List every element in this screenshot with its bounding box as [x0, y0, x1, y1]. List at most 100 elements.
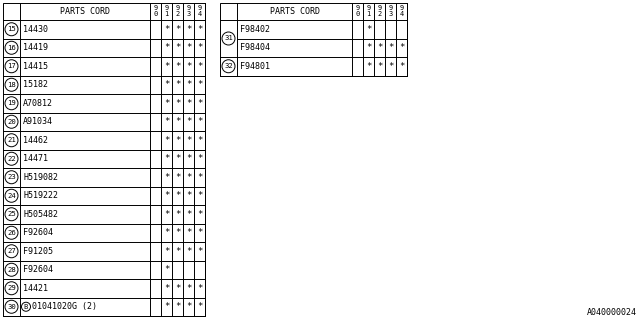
Text: *: *: [164, 62, 169, 71]
Text: *: *: [197, 136, 202, 145]
Text: 18: 18: [7, 82, 16, 88]
Text: 23: 23: [7, 174, 16, 180]
Text: *: *: [366, 43, 371, 52]
Text: *: *: [197, 62, 202, 71]
Bar: [220, 3, 407, 76]
Text: 9: 9: [175, 5, 180, 12]
Text: *: *: [164, 265, 169, 274]
Text: *: *: [164, 247, 169, 256]
Text: *: *: [175, 302, 180, 311]
Text: 14421: 14421: [23, 284, 48, 293]
Text: 25: 25: [7, 211, 16, 217]
Text: 01041020G (2): 01041020G (2): [32, 302, 97, 311]
Text: *: *: [186, 80, 191, 89]
Text: *: *: [175, 173, 180, 182]
Text: *: *: [186, 154, 191, 163]
Text: 30: 30: [7, 304, 16, 310]
Text: A70812: A70812: [23, 99, 53, 108]
Text: *: *: [164, 43, 169, 52]
Text: *: *: [186, 302, 191, 311]
Text: *: *: [377, 62, 382, 71]
Text: *: *: [164, 117, 169, 126]
Text: *: *: [366, 62, 371, 71]
Text: *: *: [197, 191, 202, 200]
Text: *: *: [175, 191, 180, 200]
Text: *: *: [175, 43, 180, 52]
Text: H505482: H505482: [23, 210, 58, 219]
Text: *: *: [197, 284, 202, 293]
Text: 15182: 15182: [23, 80, 48, 89]
Text: *: *: [197, 210, 202, 219]
Text: *: *: [175, 99, 180, 108]
Text: 0: 0: [355, 12, 360, 18]
Text: *: *: [197, 154, 202, 163]
Text: *: *: [175, 284, 180, 293]
Text: *: *: [175, 228, 180, 237]
Text: *: *: [197, 25, 202, 34]
Text: *: *: [164, 228, 169, 237]
Text: *: *: [186, 228, 191, 237]
Text: F94801: F94801: [240, 62, 270, 71]
Text: 2: 2: [175, 12, 180, 18]
Text: PARTS CORD: PARTS CORD: [60, 7, 110, 16]
Text: 16: 16: [7, 45, 16, 51]
Text: *: *: [186, 173, 191, 182]
Bar: [3, 3, 205, 316]
Text: *: *: [197, 302, 202, 311]
Text: 9: 9: [378, 5, 381, 12]
Text: *: *: [164, 99, 169, 108]
Text: F92604: F92604: [23, 265, 53, 274]
Text: F91205: F91205: [23, 247, 53, 256]
Text: F98404: F98404: [240, 43, 270, 52]
Text: *: *: [388, 62, 393, 71]
Text: H519222: H519222: [23, 191, 58, 200]
Text: *: *: [377, 43, 382, 52]
Text: *: *: [175, 62, 180, 71]
Text: 21: 21: [7, 137, 16, 143]
Text: *: *: [164, 154, 169, 163]
Text: 9: 9: [164, 5, 168, 12]
Text: F92604: F92604: [23, 228, 53, 237]
Text: 3: 3: [186, 12, 191, 18]
Text: F98402: F98402: [240, 25, 270, 34]
Text: 26: 26: [7, 230, 16, 236]
Text: *: *: [197, 247, 202, 256]
Text: *: *: [186, 247, 191, 256]
Text: 17: 17: [7, 63, 16, 69]
Text: *: *: [186, 25, 191, 34]
Text: A040000024: A040000024: [587, 308, 637, 317]
Text: *: *: [164, 173, 169, 182]
Text: A91034: A91034: [23, 117, 53, 126]
Text: 29: 29: [7, 285, 16, 291]
Text: *: *: [197, 228, 202, 237]
Text: 1: 1: [164, 12, 168, 18]
Text: *: *: [186, 191, 191, 200]
Text: *: *: [175, 247, 180, 256]
Text: 4: 4: [197, 12, 202, 18]
Text: *: *: [197, 43, 202, 52]
Text: 2: 2: [378, 12, 381, 18]
Text: 9: 9: [399, 5, 404, 12]
Text: 19: 19: [7, 100, 16, 106]
Text: *: *: [399, 62, 404, 71]
Text: 14415: 14415: [23, 62, 48, 71]
Text: *: *: [164, 25, 169, 34]
Text: *: *: [164, 210, 169, 219]
Text: 9: 9: [355, 5, 360, 12]
Text: 9: 9: [186, 5, 191, 12]
Text: *: *: [164, 80, 169, 89]
Text: *: *: [164, 191, 169, 200]
Text: 28: 28: [7, 267, 16, 273]
Text: 14419: 14419: [23, 43, 48, 52]
Text: *: *: [164, 136, 169, 145]
Text: 27: 27: [7, 248, 16, 254]
Text: *: *: [186, 99, 191, 108]
Text: 31: 31: [224, 36, 233, 42]
Text: *: *: [366, 25, 371, 34]
Text: *: *: [175, 154, 180, 163]
Text: *: *: [175, 136, 180, 145]
Text: 14471: 14471: [23, 154, 48, 163]
Text: *: *: [175, 210, 180, 219]
Text: 9: 9: [388, 5, 392, 12]
Text: 32: 32: [224, 63, 233, 69]
